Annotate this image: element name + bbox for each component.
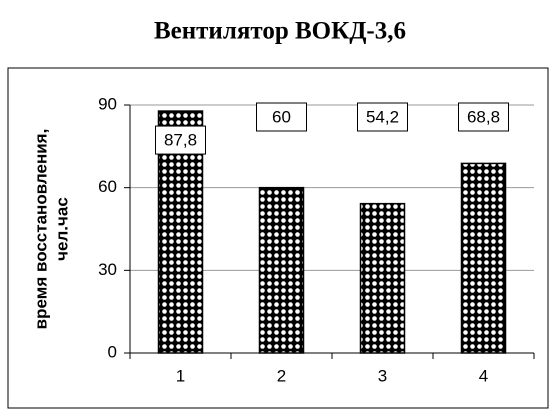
chart-frame [7,67,549,409]
value-label-box [155,125,206,155]
value-label: 54,2 [366,107,399,126]
x-tick-label: 3 [378,366,387,385]
y-axis-title-line: чел.час [52,197,71,261]
x-tick-label: 4 [479,366,488,385]
x-tick-label: 2 [277,366,286,385]
value-label-box [256,102,307,132]
bar [258,186,305,354]
value-label: 87,8 [164,131,197,150]
chart-title: Вентилятор ВОКД-3,6 [154,18,406,45]
bar [460,162,507,354]
value-label-box [458,102,509,132]
y-axis-title-line: время восстановления, [31,129,50,330]
x-tick-label: 1 [176,366,185,385]
y-tick-label: 90 [98,94,117,113]
value-label: 60 [272,107,291,126]
value-label: 68,8 [467,107,500,126]
y-tick-label: 30 [98,260,117,279]
y-axis-title: время восстановления, чел.час [31,129,71,330]
value-label-box [357,102,408,132]
y-tick-label: 0 [108,342,117,361]
y-tick-label: 60 [98,177,117,196]
bar [359,202,406,354]
